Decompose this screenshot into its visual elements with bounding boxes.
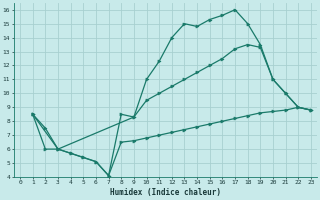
X-axis label: Humidex (Indice chaleur): Humidex (Indice chaleur) (110, 188, 221, 197)
